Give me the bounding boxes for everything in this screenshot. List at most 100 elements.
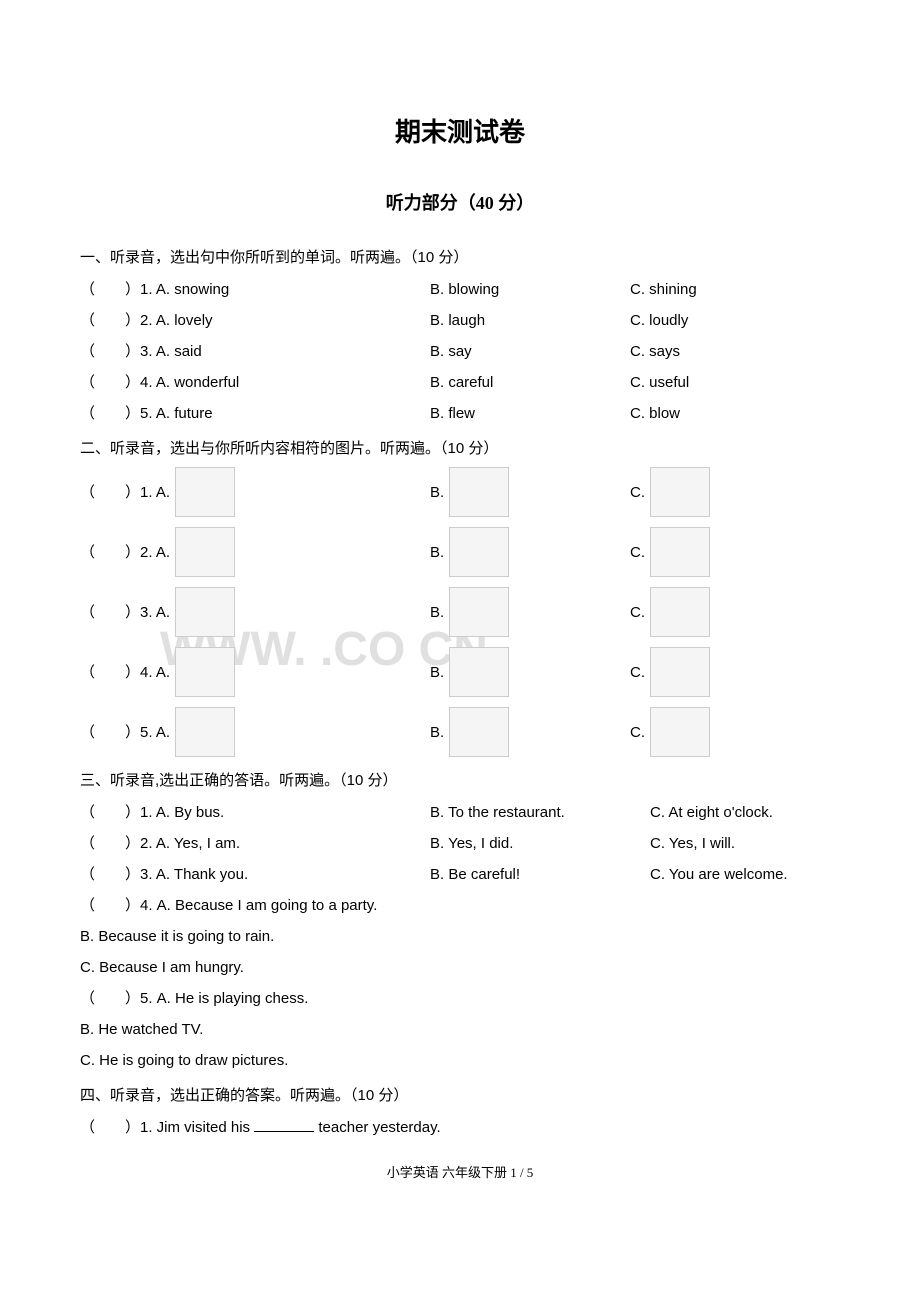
q4-line1: （ ）4. A. Because I am going to a party. (80, 892, 840, 919)
q1-prefix: （ ）1. Jim visited his (80, 1119, 254, 1136)
option-b: B. To the restaurant. (430, 799, 650, 826)
teddy-bear-icon (650, 707, 710, 757)
option-c: C. useful (630, 369, 840, 396)
img-option-c: C. (630, 647, 840, 697)
fill-blank[interactable] (254, 1117, 314, 1132)
section3-questions: （ ） 1. A. By bus. B. To the restaurant. … (80, 799, 840, 1074)
boy-bicycle-icon (449, 647, 509, 697)
img-option-b: B. (430, 707, 630, 757)
option-b: B. flew (430, 400, 630, 427)
question-row: （ ） 3. A. said B. say C. says (80, 338, 840, 365)
option-b: B. Yes, I did. (430, 830, 650, 857)
zigzag-line-icon (650, 527, 710, 577)
answer-blank[interactable]: （ ） (80, 539, 140, 566)
page-footer: 小学英语 六年级下册 1 / 5 (80, 1161, 840, 1184)
img-option-a: 2. A. (140, 527, 430, 577)
q5-line3: C. He is going to draw pictures. (80, 1047, 840, 1074)
img-option-c: C. (630, 467, 840, 517)
image-question-row: （ ） 5. A. B. C. (80, 707, 840, 757)
question-row: （ ） 1. A. snowing B. blowing C. shining (80, 276, 840, 303)
option-b: B. Be careful! (430, 861, 650, 888)
q4-line3: C. Because I am hungry. (80, 954, 840, 981)
image-question-row: （ ） 1. A. B. C. (80, 467, 840, 517)
boy-walking-trees-icon (650, 467, 710, 517)
img-option-a: 1. A. (140, 467, 430, 517)
option-a: 4. A. wonderful (140, 369, 430, 396)
boy-eating-clock-icon (175, 467, 235, 517)
section4-q1: （ ）1. Jim visited his teacher yesterday. (80, 1114, 840, 1141)
option-b: B. blowing (430, 276, 630, 303)
question-row: （ ） 1. A. By bus. B. To the restaurant. … (80, 799, 840, 826)
answer-blank[interactable]: （ ） (80, 307, 140, 334)
question-row: （ ） 5. A. future B. flew C. blow (80, 400, 840, 427)
cloud-icon (175, 527, 235, 577)
option-c: C. blow (630, 400, 840, 427)
answer-blank[interactable]: （ ） (80, 830, 140, 857)
answer-blank[interactable]: （ ） (80, 400, 140, 427)
option-a: 3. A. Thank you. (140, 861, 430, 888)
img-option-b: B. (430, 527, 630, 577)
answer-blank[interactable]: （ ） (80, 861, 140, 888)
question-row: （ ） 4. A. wonderful B. careful C. useful (80, 369, 840, 396)
option-a: 1. A. snowing (140, 276, 430, 303)
answer-blank[interactable]: （ ） (80, 276, 140, 303)
thermometer-icon (449, 527, 509, 577)
cd-disc-icon (449, 707, 509, 757)
option-c: C. says (630, 338, 840, 365)
option-c: C. At eight o'clock. (650, 799, 840, 826)
option-c: C. loudly (630, 307, 840, 334)
section2-header: 二、听录音，选出与你所听内容相符的图片。听两遍。（10 分） (80, 435, 840, 462)
image-question-row: （ ） 3. A. B. C. (80, 587, 840, 637)
option-a: 5. A. future (140, 400, 430, 427)
img-option-b: B. (430, 647, 630, 697)
boy-reading-icon (650, 647, 710, 697)
section2-questions: WWW. .CO CN （ ） 1. A. B. C. （ ） 2. A. B.… (80, 467, 840, 757)
option-c: C. shining (630, 276, 840, 303)
answer-blank[interactable]: （ ） (80, 338, 140, 365)
answer-blank[interactable]: （ ） (80, 479, 140, 506)
image-question-row: （ ） 2. A. B. C. (80, 527, 840, 577)
answer-blank[interactable]: （ ） (80, 599, 140, 626)
img-option-b: B. (430, 467, 630, 517)
img-option-a: 4. A. (140, 647, 430, 697)
answer-blank[interactable]: （ ） (80, 799, 140, 826)
q4-line2: B. Because it is going to rain. (80, 923, 840, 950)
boy-phone-icon (650, 587, 710, 637)
page-title: 期末测试卷 (80, 110, 840, 157)
boy-sitting-clock-icon (449, 467, 509, 517)
option-a: 2. A. Yes, I am. (140, 830, 430, 857)
page-container: 期末测试卷 听力部分（40 分） 一、听录音，选出句中你所听到的单词。听两遍。（… (80, 110, 840, 1185)
question-row: （ ） 2. A. Yes, I am. B. Yes, I did. C. Y… (80, 830, 840, 857)
option-c: C. You are welcome. (650, 861, 840, 888)
option-b: B. laugh (430, 307, 630, 334)
question-row: （ ） 3. A. Thank you. B. Be careful! C. Y… (80, 861, 840, 888)
img-option-c: C. (630, 587, 840, 637)
img-option-c: C. (630, 527, 840, 577)
answer-blank[interactable]: （ ） (80, 719, 140, 746)
img-option-a: 5. A. (140, 707, 430, 757)
option-b: B. careful (430, 369, 630, 396)
section1-header: 一、听录音，选出句中你所听到的单词。听两遍。（10 分） (80, 244, 840, 271)
section1-questions: （ ） 1. A. snowing B. blowing C. shining … (80, 276, 840, 427)
option-a: 3. A. said (140, 338, 430, 365)
q5-line1: （ ）5. A. He is playing chess. (80, 985, 840, 1012)
cup-icon (175, 707, 235, 757)
girl-walking-icon (449, 587, 509, 637)
img-option-c: C. (630, 707, 840, 757)
answer-blank[interactable]: （ ） (80, 659, 140, 686)
answer-blank[interactable]: （ ） (80, 369, 140, 396)
option-b: B. say (430, 338, 630, 365)
option-a: 1. A. By bus. (140, 799, 430, 826)
subtitle: 听力部分（40 分） (80, 187, 840, 219)
option-c: C. Yes, I will. (650, 830, 840, 857)
question-row: （ ） 2. A. lovely B. laugh C. loudly (80, 307, 840, 334)
boy-playing-toys-icon (175, 647, 235, 697)
q1-suffix: teacher yesterday. (314, 1119, 440, 1136)
q5-line2: B. He watched TV. (80, 1016, 840, 1043)
section4-header: 四、听录音，选出正确的答案。听两遍。（10 分） (80, 1082, 840, 1109)
img-option-a: 3. A. (140, 587, 430, 637)
image-question-row: （ ） 4. A. B. C. (80, 647, 840, 697)
boy-cleaning-icon (175, 587, 235, 637)
option-a: 2. A. lovely (140, 307, 430, 334)
img-option-b: B. (430, 587, 630, 637)
